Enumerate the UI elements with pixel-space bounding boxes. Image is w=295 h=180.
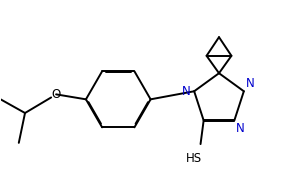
Text: HS: HS bbox=[186, 152, 202, 165]
Text: O: O bbox=[52, 88, 61, 101]
Text: N: N bbox=[246, 77, 255, 90]
Text: N: N bbox=[236, 122, 245, 135]
Text: N: N bbox=[182, 85, 191, 98]
